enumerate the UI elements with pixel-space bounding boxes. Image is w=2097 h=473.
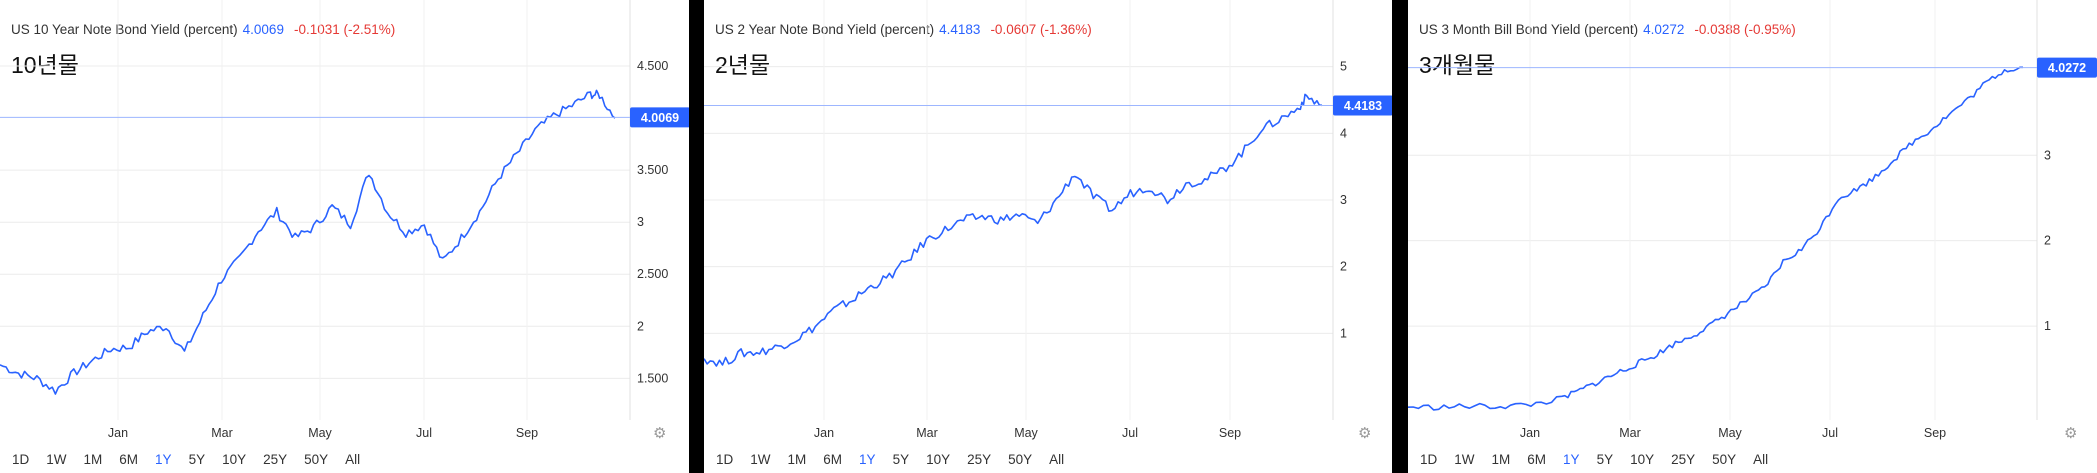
- x-tick-label: Jul: [1822, 426, 1838, 440]
- range-button-all[interactable]: All: [1753, 452, 1769, 467]
- range-button-all[interactable]: All: [345, 452, 361, 467]
- last-value-badge-label: 4.4183: [1344, 99, 1382, 113]
- panel-title: 3개월물: [1419, 52, 1496, 78]
- range-button-1y[interactable]: 1Y: [859, 452, 876, 467]
- header-price: 4.0272: [1643, 22, 1685, 37]
- range-button-10y[interactable]: 10Y: [1630, 452, 1655, 467]
- chart-panel-10y: US 10 Year Note Bond Yield (percent) 4.00…: [0, 0, 689, 473]
- header-label: US 10 Year Note Bond Yield (percent): [11, 22, 238, 37]
- y-tick-label: 4: [1340, 126, 1347, 140]
- x-tick-label: Mar: [916, 426, 938, 440]
- y-tick-label: 2: [1340, 260, 1347, 274]
- y-tick-label: 2: [2044, 234, 2051, 248]
- range-button-10y[interactable]: 10Y: [926, 452, 951, 467]
- y-tick-label: 1.500: [637, 371, 668, 385]
- range-selector: 1D 1W 1M 6M 1Y 5Y 10Y 25Y 50Y All: [1420, 452, 1785, 467]
- range-button-50y[interactable]: 50Y: [304, 452, 329, 467]
- last-value-badge: [2037, 57, 2097, 78]
- settings-gear-icon[interactable]: ⚙: [653, 425, 667, 442]
- range-button-1m[interactable]: 1M: [83, 452, 103, 467]
- y-tick-label: 2.500: [637, 267, 668, 281]
- header-label: US 2 Year Note Bond Yield (percent): [715, 22, 935, 37]
- x-tick-label: Sep: [1219, 426, 1241, 440]
- settings-gear-icon[interactable]: ⚙: [1358, 425, 1372, 442]
- series-line: [1408, 66, 2023, 411]
- y-tick-label: 5: [1340, 60, 1347, 74]
- range-button-1w[interactable]: 1W: [1454, 452, 1475, 467]
- y-tick-label: 3: [1340, 193, 1347, 207]
- panel-title: 10년물: [11, 52, 79, 78]
- panel-header: US 3 Month Bill Bond Yield (percent) 4.02…: [1419, 22, 1796, 37]
- chart-svg: 3 2 1 Jan Mar May Jul Sep 4.0272: [1408, 0, 2097, 440]
- x-tick-label: Mar: [211, 426, 233, 440]
- y-tick-label: 4.500: [637, 59, 668, 73]
- y-tick-label: 3: [637, 215, 644, 229]
- range-button-25y[interactable]: 25Y: [1671, 452, 1696, 467]
- range-button-1m[interactable]: 1M: [1491, 452, 1511, 467]
- y-tick-label: 2: [637, 319, 644, 333]
- x-tick-label: Jan: [1520, 426, 1540, 440]
- last-value-badge: [1333, 95, 1392, 116]
- header-change: -0.1031 (-2.51%): [293, 22, 396, 37]
- x-tick-label: Jan: [108, 426, 128, 440]
- y-tick-label: 1: [2044, 319, 2051, 333]
- range-button-1d[interactable]: 1D: [1420, 452, 1438, 467]
- chart-svg: 4.500 3.500 3 2.500 2 1.500 Jan Mar May Jul Sep 4.0…: [0, 0, 689, 440]
- settings-gear-icon[interactable]: ⚙: [2064, 425, 2078, 442]
- x-tick-label: Jan: [814, 426, 834, 440]
- x-tick-label: Mar: [1619, 426, 1641, 440]
- x-tick-label: May: [1014, 426, 1038, 440]
- panel-title: 2년물: [715, 52, 771, 78]
- range-selector: 1D 1W 1M 6M 1Y 5Y 10Y 25Y 50Y All: [12, 452, 377, 467]
- y-tick-label: 3: [2044, 148, 2051, 162]
- chart-svg: 5 4 3 2 1 Jan Mar May Jul Sep 4.4183: [704, 0, 1392, 440]
- x-tick-label: May: [1718, 426, 1742, 440]
- range-button-5y[interactable]: 5Y: [1596, 452, 1614, 467]
- chart-panel-3m: US 3 Month Bill Bond Yield (percent) 4.02…: [1408, 0, 2097, 473]
- panel-header: US 10 Year Note Bond Yield (percent) 4.00…: [11, 22, 395, 37]
- last-value-badge-label: 4.0272: [2048, 61, 2086, 75]
- range-selector: 1D 1W 1M 6M 1Y 5Y 10Y 25Y 50Y All: [716, 452, 1081, 467]
- x-tick-label: Jul: [1122, 426, 1138, 440]
- range-button-1w[interactable]: 1W: [750, 452, 771, 467]
- last-value-badge: [630, 107, 689, 128]
- x-tick-label: Sep: [516, 426, 538, 440]
- header-change: -0.0388 (-0.95%): [1694, 22, 1796, 37]
- y-tick-label: 3.500: [637, 163, 668, 177]
- range-button-6m[interactable]: 6M: [119, 452, 139, 467]
- range-button-5y[interactable]: 5Y: [188, 452, 206, 467]
- range-button-25y[interactable]: 25Y: [263, 452, 288, 467]
- range-button-6m[interactable]: 6M: [823, 452, 843, 467]
- range-button-50y[interactable]: 50Y: [1712, 452, 1737, 467]
- x-tick-label: May: [308, 426, 332, 440]
- range-button-1m[interactable]: 1M: [787, 452, 807, 467]
- range-button-1w[interactable]: 1W: [46, 452, 67, 467]
- range-button-5y[interactable]: 5Y: [892, 452, 910, 467]
- header-label: US 3 Month Bill Bond Yield (percent): [1419, 22, 1639, 37]
- last-value-badge-label: 4.0069: [641, 111, 679, 125]
- range-button-50y[interactable]: 50Y: [1008, 452, 1033, 467]
- range-button-1y[interactable]: 1Y: [155, 452, 172, 467]
- range-button-1d[interactable]: 1D: [716, 452, 734, 467]
- range-button-all[interactable]: All: [1049, 452, 1065, 467]
- range-button-1d[interactable]: 1D: [12, 452, 30, 467]
- series-line: [0, 89, 616, 395]
- panel-header: US 2 Year Note Bond Yield (percent) 4.418…: [715, 22, 1092, 37]
- range-button-25y[interactable]: 25Y: [967, 452, 992, 467]
- range-button-6m[interactable]: 6M: [1527, 452, 1547, 467]
- header-change: -0.0607 (-1.36%): [990, 22, 1092, 37]
- range-button-1y[interactable]: 1Y: [1563, 452, 1580, 467]
- y-tick-label: 1: [1340, 326, 1347, 340]
- chart-panel-2y: US 2 Year Note Bond Yield (percent) 4.418…: [704, 0, 1392, 473]
- x-tick-label: Jul: [416, 426, 432, 440]
- x-tick-label: Sep: [1924, 426, 1946, 440]
- range-button-10y[interactable]: 10Y: [222, 452, 247, 467]
- series-line: [704, 93, 1323, 367]
- header-price: 4.4183: [939, 22, 981, 37]
- header-price: 4.0069: [242, 22, 284, 37]
